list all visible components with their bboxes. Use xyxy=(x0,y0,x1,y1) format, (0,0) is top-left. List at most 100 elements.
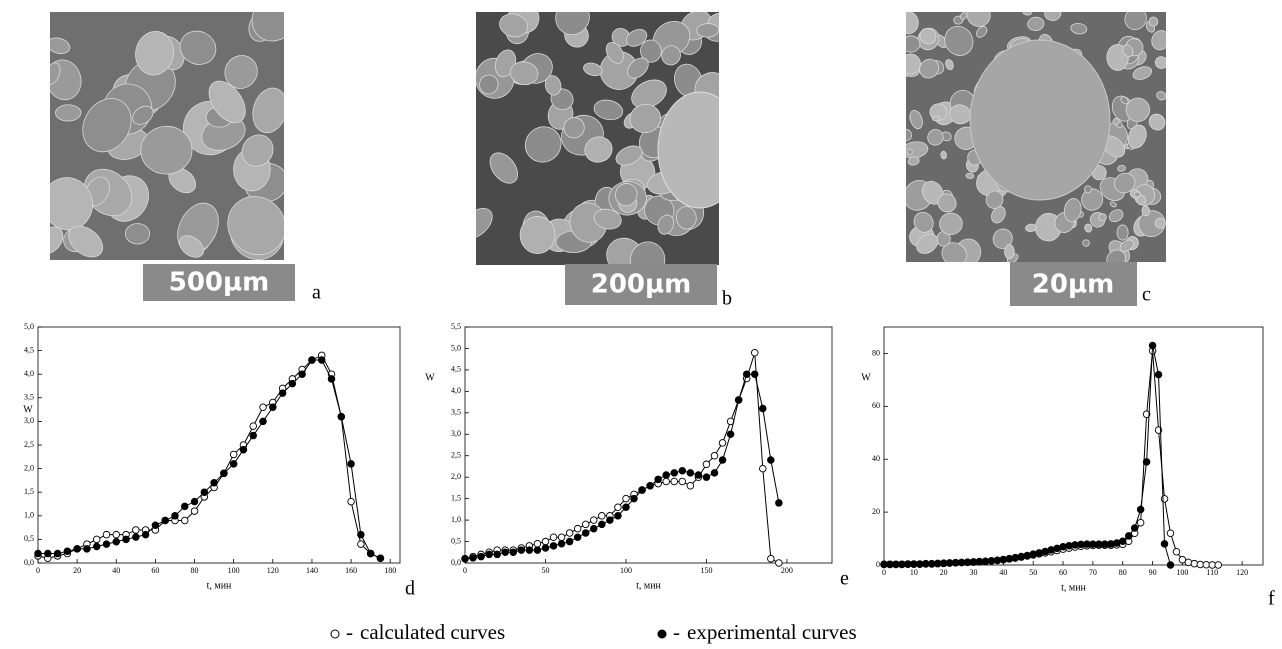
data-point xyxy=(1035,549,1043,557)
data-point xyxy=(622,503,630,511)
data-point xyxy=(718,456,727,464)
y-tick-label: 1,5 xyxy=(451,493,461,502)
y-tick-label: 4,5 xyxy=(24,345,34,354)
series-line xyxy=(38,359,381,559)
particle xyxy=(657,91,719,209)
legend-separator: - xyxy=(346,620,353,644)
x-tick-label: 0 xyxy=(463,566,467,575)
particle xyxy=(631,79,667,109)
y-tick-label: 5,0 xyxy=(451,343,461,352)
particle xyxy=(55,104,82,122)
x-tick-label: 50 xyxy=(1029,568,1037,577)
particle xyxy=(1022,12,1032,16)
data-point xyxy=(1017,552,1026,561)
y-tick-label: 0,0 xyxy=(24,558,34,567)
legend-label: experimental curves xyxy=(687,620,857,644)
x-tick-label: 10 xyxy=(910,568,918,577)
data-point xyxy=(710,469,719,477)
panel-label: f xyxy=(1268,588,1275,610)
particle xyxy=(1082,239,1090,247)
data-point xyxy=(1214,561,1222,569)
x-tick-label: 40 xyxy=(112,566,120,575)
particle xyxy=(657,214,674,235)
data-point xyxy=(229,450,238,459)
data-point xyxy=(662,477,670,486)
data-point xyxy=(112,538,121,546)
particle xyxy=(1124,12,1147,31)
particle xyxy=(499,13,529,38)
particle xyxy=(1154,56,1166,69)
x-tick-label: 200 xyxy=(781,566,793,575)
particle xyxy=(909,110,923,130)
data-point xyxy=(1011,553,1020,562)
legend-label: calculated curves xyxy=(360,620,505,644)
y-tick-label: 20 xyxy=(872,507,880,516)
data-point xyxy=(686,482,695,490)
particle xyxy=(931,115,941,122)
data-point xyxy=(654,475,662,484)
sem-image xyxy=(50,12,284,260)
data-point xyxy=(541,537,550,546)
particle xyxy=(1106,249,1126,262)
x-tick-label: 30 xyxy=(970,568,978,577)
particle xyxy=(68,225,104,258)
particle xyxy=(675,206,697,230)
data-point xyxy=(710,451,719,460)
scale-label: 20µm xyxy=(1032,270,1114,300)
data-point xyxy=(678,477,687,486)
particle xyxy=(208,80,246,124)
y-axis-label: W xyxy=(861,372,871,383)
data-point xyxy=(557,533,566,542)
y-tick-label: 2,0 xyxy=(24,463,34,472)
particle xyxy=(1070,23,1088,35)
particle xyxy=(960,12,968,20)
particle xyxy=(593,99,624,121)
y-tick-label: 3,5 xyxy=(451,408,461,417)
particle xyxy=(661,45,681,66)
panel-label: e xyxy=(840,568,849,590)
data-point xyxy=(549,542,558,550)
particle xyxy=(629,103,662,134)
particle xyxy=(50,37,71,54)
x-axis-label: t, мин xyxy=(207,580,232,591)
particle xyxy=(519,216,556,254)
panel-label: c xyxy=(1142,284,1151,306)
particle xyxy=(985,190,1004,209)
series-line xyxy=(464,373,780,560)
particle xyxy=(640,39,662,63)
particle xyxy=(1132,66,1153,80)
particle xyxy=(179,235,205,258)
data-point xyxy=(83,545,91,553)
sem-image xyxy=(906,12,1166,262)
particle xyxy=(615,145,643,166)
x-tick-label: 20 xyxy=(73,566,81,575)
data-point xyxy=(533,546,542,554)
y-tick-label: 0 xyxy=(876,560,880,569)
data-point xyxy=(775,499,783,507)
data-point xyxy=(1124,532,1133,540)
data-point xyxy=(1136,505,1145,514)
data-point xyxy=(337,412,346,421)
particle xyxy=(927,129,944,146)
particle xyxy=(1148,16,1159,27)
data-point xyxy=(759,404,767,413)
y-tick-label: 1,0 xyxy=(24,511,34,520)
particle xyxy=(906,128,913,141)
data-point xyxy=(249,431,257,440)
data-point xyxy=(151,521,160,529)
data-point xyxy=(517,546,526,554)
data-point xyxy=(200,488,209,496)
particle xyxy=(944,25,974,56)
y-tick-label: 1,0 xyxy=(451,515,461,524)
x-tick-label: 60 xyxy=(1059,568,1067,577)
particle xyxy=(940,150,947,160)
particle xyxy=(906,12,919,35)
particle xyxy=(1116,224,1129,241)
particle xyxy=(1125,97,1150,122)
data-point xyxy=(1029,550,1037,558)
data-point xyxy=(308,356,316,364)
data-point xyxy=(670,469,679,477)
data-point xyxy=(509,548,518,557)
particle xyxy=(906,148,913,156)
